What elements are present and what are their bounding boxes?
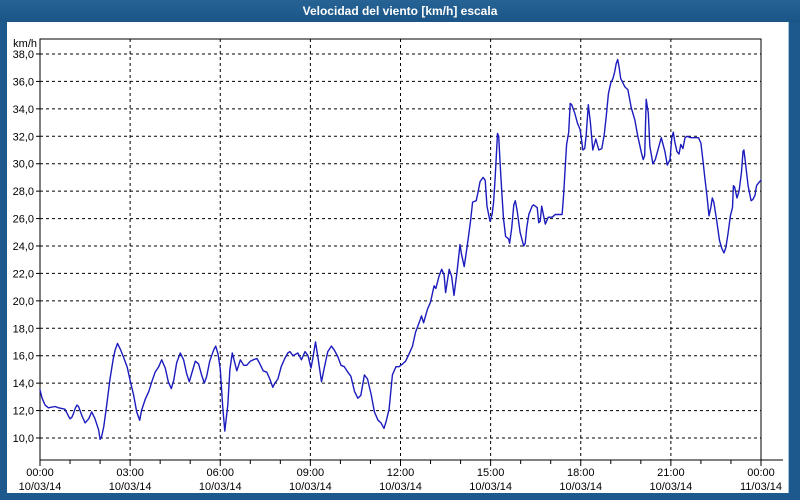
ytick-label-28: 28,0 (13, 186, 34, 198)
xtick-label-21: 21:00 (657, 467, 685, 479)
xtick-date-6: 10/03/14 (199, 481, 242, 493)
ytick-label-38: 38,0 (13, 49, 34, 61)
xtick-date-3: 10/03/14 (109, 481, 152, 493)
xtick-label-12: 12:00 (387, 467, 415, 479)
ytick-label-24: 24,0 (13, 241, 34, 253)
title-bar[interactable]: Velocidad del viento [km/h] escala (0, 0, 800, 22)
ytick-label-14: 14,0 (13, 378, 34, 390)
ytick-label-36: 36,0 (13, 76, 34, 88)
xtick-date-0: 10/03/14 (19, 481, 62, 493)
xtick-label-9: 09:00 (297, 467, 325, 479)
xtick-date-21: 10/03/14 (649, 481, 692, 493)
ytick-label-12: 12,0 (13, 406, 34, 418)
ytick-label-30: 30,0 (13, 159, 34, 171)
y-axis-unit-label: km/h (13, 38, 37, 50)
xtick-date-9: 10/03/14 (289, 481, 332, 493)
xtick-label-18: 18:00 (567, 467, 595, 479)
xtick-label-0: 00:00 (26, 467, 54, 479)
ytick-label-20: 20,0 (13, 296, 34, 308)
ytick-label-32: 32,0 (13, 131, 34, 143)
window-title: Velocidad del viento [km/h] escala (302, 4, 498, 18)
xtick-date-24: 11/03/14 (740, 481, 782, 493)
ytick-label-16: 16,0 (13, 351, 34, 363)
xtick-label-24: 00:00 (747, 467, 775, 479)
xtick-label-6: 06:00 (206, 467, 234, 479)
ytick-label-10: 10,0 (13, 433, 34, 445)
ytick-label-34: 34,0 (13, 104, 34, 116)
xtick-label-3: 03:00 (116, 467, 144, 479)
xtick-date-18: 10/03/14 (559, 481, 602, 493)
ytick-label-22: 22,0 (13, 268, 34, 280)
xtick-date-15: 10/03/14 (469, 481, 512, 493)
wind-speed-series-line (39, 58, 762, 441)
ytick-label-26: 26,0 (13, 214, 34, 226)
xtick-label-15: 15:00 (477, 467, 505, 479)
xtick-date-12: 10/03/14 (379, 481, 422, 493)
ytick-label-18: 18,0 (13, 323, 34, 335)
